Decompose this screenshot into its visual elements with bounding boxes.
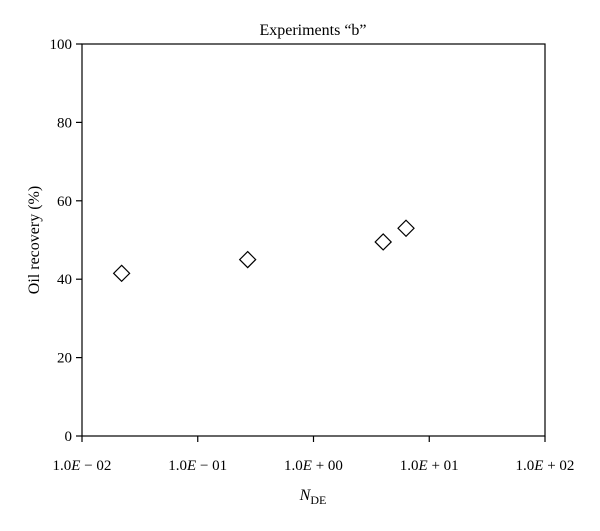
data-point-diamond (397, 219, 415, 238)
x-axis-label-sub: DE (310, 493, 326, 507)
plot-frame (81, 43, 546, 437)
x-tick-label-part: E (186, 458, 196, 474)
y-tick-label: 40 (57, 272, 72, 288)
data-points (112, 219, 415, 283)
y-tick-label: 60 (57, 194, 72, 210)
x-tick-label-part: 1.0 (168, 458, 187, 474)
x-tick-label-part: 1.0 (53, 458, 72, 474)
x-tick-label-part: − 01 (196, 458, 227, 474)
y-tick-label: 80 (57, 115, 72, 131)
data-point-diamond (238, 250, 257, 269)
y-tick-label: 0 (65, 429, 73, 445)
data-point-diamond (374, 233, 393, 251)
y-axis-ticks: 0 20 40 60 80 100 (50, 37, 82, 445)
x-tick-label-part: E (533, 458, 543, 474)
y-axis-label: Oil recovery (%) (26, 186, 43, 294)
x-tick-label-part: E (70, 458, 80, 474)
x-tick-label-part: − 02 (80, 458, 111, 474)
x-tick-label-part: 1.0 (284, 458, 303, 474)
x-tick-label-part: 1.0 (400, 458, 419, 474)
x-tick-label-part: + 01 (428, 458, 459, 474)
x-tick-label: 1.0E − 01 (168, 458, 227, 474)
chart-title: Experiments “b” (259, 22, 366, 39)
x-tick-label: 1.0E + 02 (516, 458, 575, 474)
data-point-diamond (112, 264, 131, 283)
x-tick-label-part: E (302, 458, 312, 474)
x-axis-ticks: 1.0E − 02 1.0E − 01 1.0E + 00 1.0E + 01 1.0E… (53, 436, 575, 474)
x-tick-label-part: E (418, 458, 428, 474)
x-tick-label-part: 1.0 (516, 458, 535, 474)
y-tick-label: 20 (57, 351, 72, 367)
y-tick-label: 100 (50, 37, 73, 53)
x-tick-label-part: + 00 (312, 458, 343, 474)
x-axis-label-main: N (299, 487, 312, 504)
x-tick-label: 1.0E − 02 (53, 458, 112, 474)
x-tick-label: 1.0E + 00 (284, 458, 343, 474)
x-tick-label: 1.0E + 01 (400, 458, 459, 474)
x-axis-label: NDE (299, 487, 327, 507)
x-tick-label-part: + 02 (543, 458, 574, 474)
